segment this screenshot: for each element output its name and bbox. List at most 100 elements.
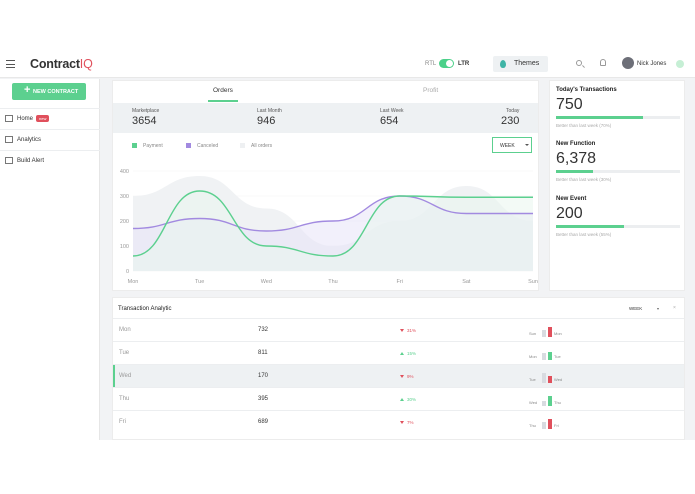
row-day: Fri	[119, 419, 126, 425]
x-tick-label: Thu	[328, 279, 337, 285]
spark-bar-current	[548, 395, 552, 406]
range-select-value: WEEK	[500, 143, 515, 149]
stat-label: Marketplace	[132, 108, 160, 114]
table-row[interactable]: Tue 811 15% Mon Tue	[113, 341, 684, 364]
user-name[interactable]: Nick Jones	[637, 61, 667, 67]
tab-orders[interactable]: Orders	[213, 87, 233, 94]
stat-label: Last Week	[380, 108, 404, 114]
metric-value: 750	[556, 96, 583, 113]
y-tick-label: 300	[120, 194, 129, 200]
x-tick-label: Mon	[128, 279, 139, 285]
metric-block: Today's Transactions 750 Better than last …	[556, 87, 680, 128]
sidebar-item-home[interactable]: Home new	[0, 108, 100, 128]
spark-bar-current	[548, 375, 552, 383]
table-row[interactable]: Thu 395 30% Wed Thu	[113, 387, 684, 410]
arrow-down-icon	[400, 421, 404, 424]
spark-label-prev: Thu	[529, 423, 536, 428]
spark-bar-current	[548, 351, 552, 360]
stats-strip: Marketplace 3654 Last Month 946 Last Wee…	[113, 103, 538, 133]
arrow-up-icon	[400, 352, 404, 355]
metric-block: New Event 200 Better than last week (55%)	[556, 196, 680, 237]
metric-note: Better than last week (70%)	[556, 123, 612, 128]
stat-label: Last Month	[257, 108, 282, 114]
metric-progress-fill	[556, 170, 594, 173]
spark-bar-prev	[542, 353, 546, 360]
sidebar-item-label: Analytics	[17, 137, 42, 143]
spark-label-current: Wed	[554, 377, 563, 382]
all-orders-swatch	[240, 143, 245, 148]
metric-value: 200	[556, 205, 583, 222]
new-contract-button[interactable]: + NEW CONTRACT	[12, 83, 86, 100]
sidebar-item-label: Home	[17, 116, 34, 122]
stat-value: 654	[380, 115, 399, 127]
y-tick-label: 200	[120, 219, 129, 225]
logo-suffix: IQ	[79, 57, 93, 71]
stat-last-week: Last Week 654	[380, 108, 404, 127]
x-tick-label: Sun	[528, 279, 538, 285]
legend-label: Payment	[143, 143, 163, 149]
row-sparkbars: Tue Wed	[529, 367, 589, 386]
spark-label-current: Thu	[554, 400, 561, 405]
table-row[interactable]: Wed 170 9% Tue Wed	[113, 364, 684, 388]
stat-today: Today 230	[501, 108, 519, 127]
rtl-label: RTL	[425, 61, 437, 67]
chevron-down-icon[interactable]	[657, 308, 659, 310]
spark-bar-prev	[542, 401, 546, 406]
metric-title: New Function	[556, 141, 596, 147]
more-icon[interactable]: ×	[673, 305, 676, 311]
stat-value: 230	[501, 115, 520, 127]
spark-label-current: Tue	[554, 354, 561, 359]
legend-payment[interactable]: Payment	[132, 143, 163, 149]
row-value: 170	[258, 373, 269, 379]
stat-last-month: Last Month 946	[257, 108, 282, 127]
search-icon[interactable]	[576, 60, 582, 66]
home-icon	[5, 115, 13, 122]
table-row[interactable]: Mon 732 31% Sun Mon	[113, 318, 684, 341]
spark-label-current: Mon	[554, 331, 562, 336]
spark-label-prev: Tue	[529, 377, 536, 382]
y-tick-label: 0	[126, 269, 129, 275]
legend-label: Canceled	[197, 143, 219, 149]
sidebar-item-build-alert[interactable]: Build Alert	[0, 150, 100, 170]
stat-value: 3654	[132, 115, 157, 127]
direction-toggle[interactable]	[439, 59, 454, 68]
spark-label-prev: Mon	[529, 354, 537, 359]
row-day: Thu	[119, 396, 130, 402]
sidebar-item-analytics[interactable]: Analytics	[0, 129, 100, 149]
range-select[interactable]: WEEK	[492, 137, 532, 153]
row-change: 7%	[400, 420, 414, 425]
themes-label: Themes	[514, 60, 540, 67]
legend-canceled[interactable]: Canceled	[186, 143, 218, 149]
row-day: Mon	[119, 327, 131, 333]
tab-profit[interactable]: Profit	[423, 87, 439, 94]
row-value: 732	[258, 327, 269, 333]
orders-chart-card: Orders Profit Marketplace 3654 Last Mont…	[112, 80, 539, 291]
drop-icon	[500, 60, 506, 68]
arrow-down-icon	[400, 375, 404, 378]
canceled-swatch	[186, 143, 191, 148]
x-tick-label: Wed	[261, 279, 272, 285]
stat-value: 946	[257, 115, 276, 127]
row-day: Wed	[119, 373, 132, 379]
legend-all-orders[interactable]: All orders	[240, 143, 272, 149]
row-change: 30%	[400, 397, 416, 402]
spark-bar-current	[548, 419, 552, 429]
row-day: Tue	[119, 350, 130, 356]
app-logo[interactable]: ContractIQ	[30, 57, 93, 71]
row-value: 811	[258, 350, 268, 356]
spark-bar-prev	[542, 329, 546, 337]
sidebar: + NEW CONTRACT Home new Analytics Build …	[0, 79, 100, 440]
avatar[interactable]	[622, 57, 634, 69]
y-tick-label: 100	[120, 244, 129, 250]
menu-icon[interactable]	[6, 60, 15, 68]
bell-icon[interactable]	[600, 59, 606, 66]
y-tick-label: 400	[120, 169, 129, 175]
stat-marketplace: Marketplace 3654	[132, 108, 159, 127]
table-range-select[interactable]: WEEK	[629, 306, 643, 311]
table-row[interactable]: Fri 689 7% Thu Fri	[113, 410, 684, 433]
themes-button[interactable]: Themes	[493, 56, 548, 72]
row-change-value: 30%	[407, 397, 417, 402]
row-change-value: 15%	[407, 351, 417, 356]
metric-progress-fill	[556, 116, 643, 119]
row-change-value: 9%	[407, 374, 414, 379]
